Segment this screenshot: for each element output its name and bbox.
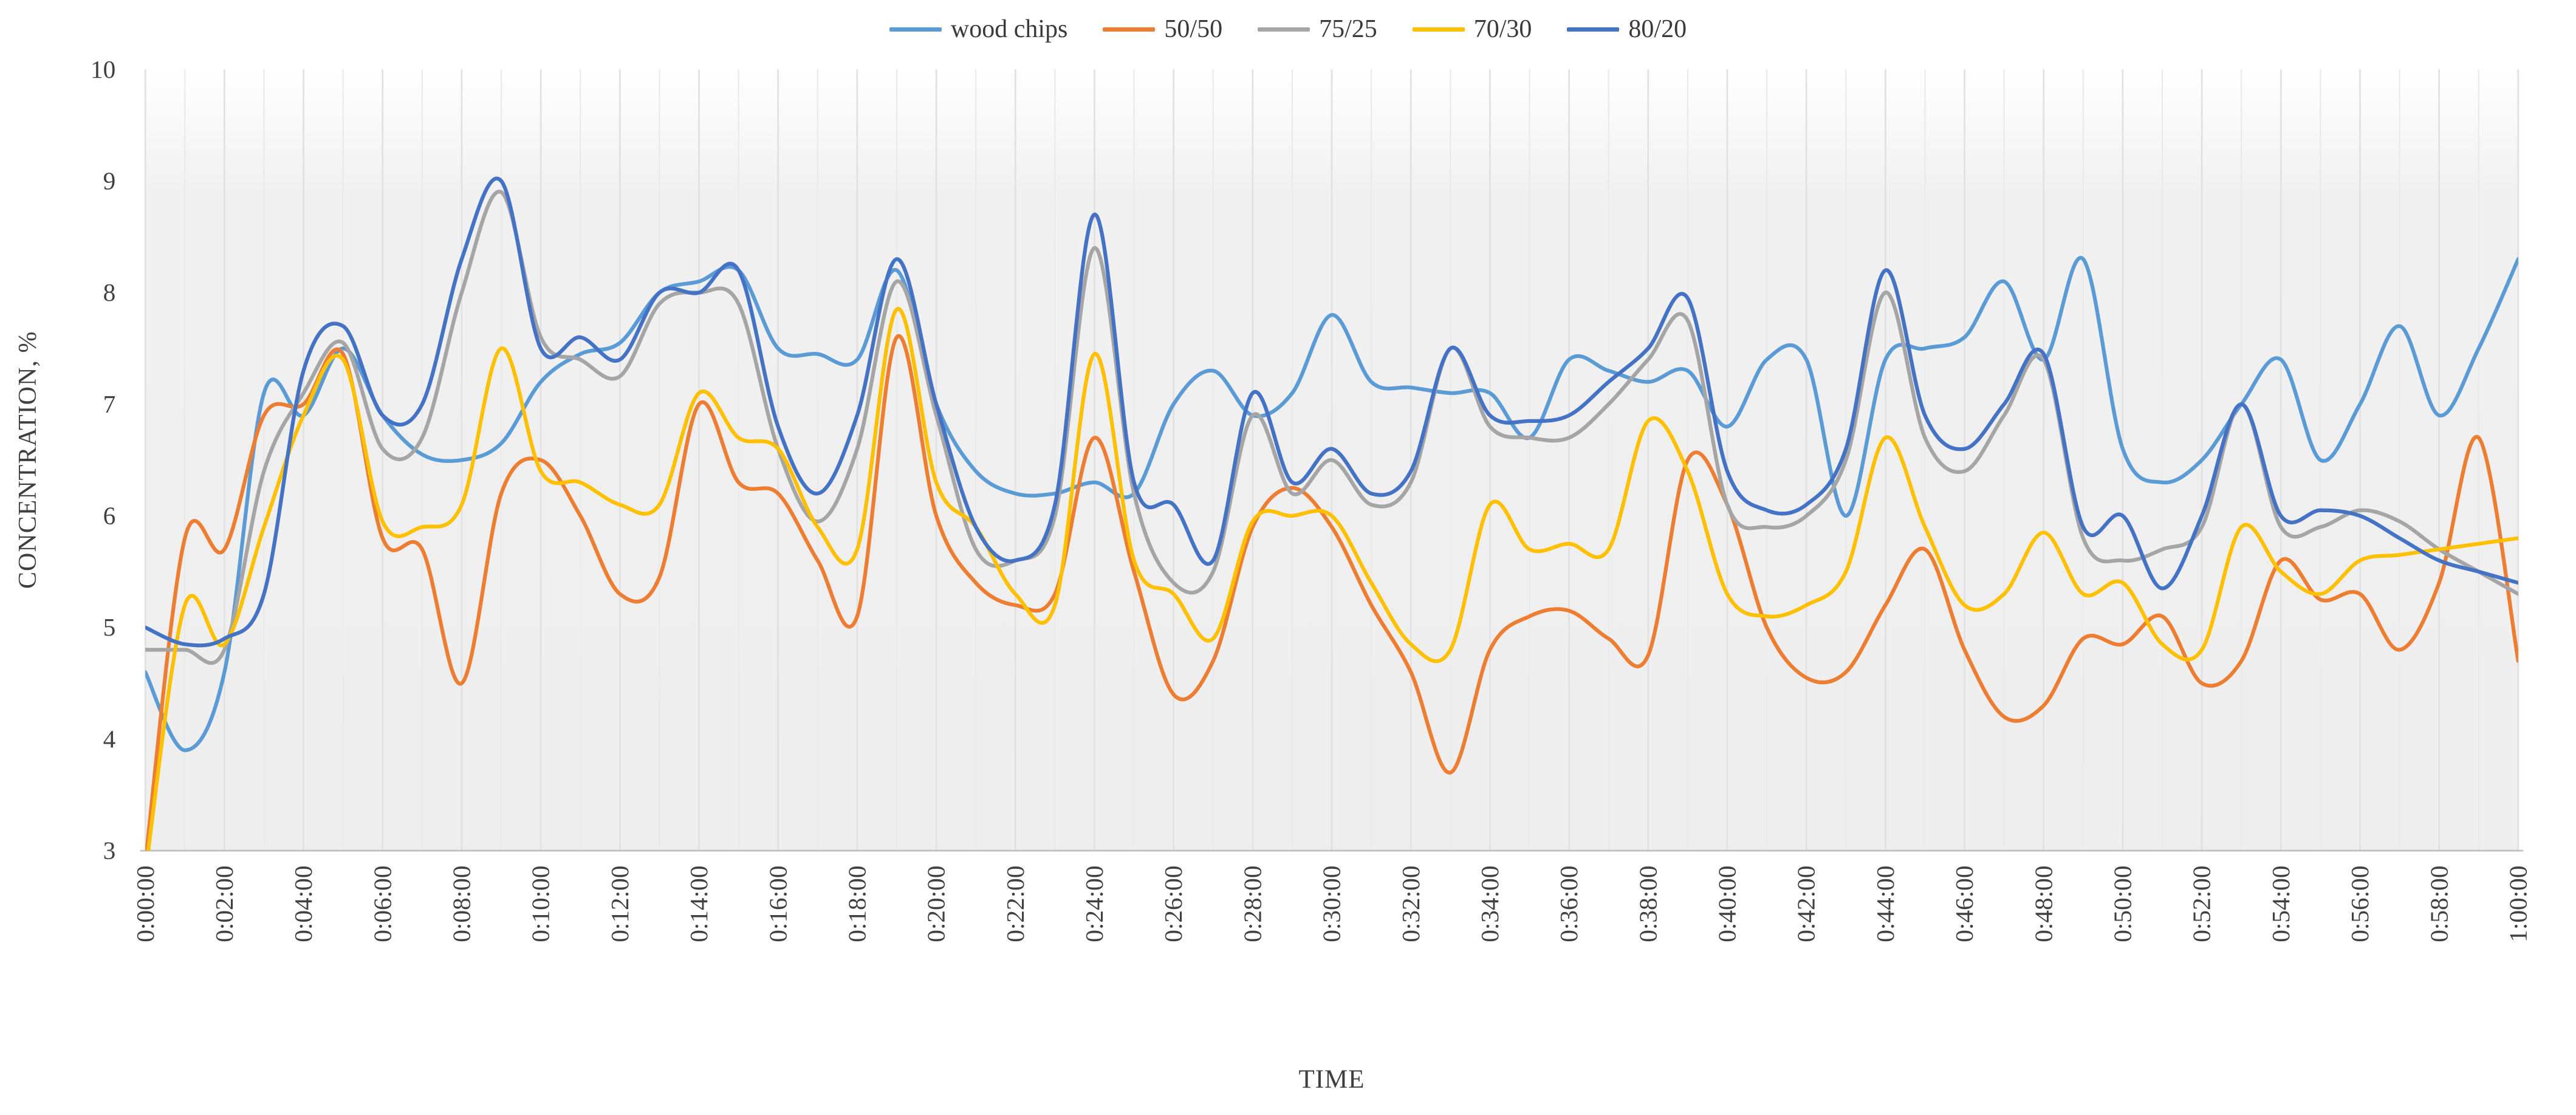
x-tick-label: 0:08:00 [448,866,476,942]
x-tick-label: 0:46:00 [1950,866,1978,942]
series-line-80-20 [145,176,2518,648]
x-tick-label: 0:22:00 [1001,866,1029,942]
x-tick-label: 0:00:00 [131,866,159,942]
x-tick-label: 0:40:00 [1713,866,1741,942]
series-lines [145,176,2518,851]
x-tick-label: 0:14:00 [685,866,713,942]
x-tick-label: 0:20:00 [922,866,950,942]
series-line-wood-chips [145,256,2518,752]
x-tick-label: 0:38:00 [1634,866,1662,942]
series-line-50-50 [145,334,2518,851]
x-tick-label: 0:52:00 [2188,866,2216,942]
y-tick-label: 9 [103,166,116,194]
x-tick-label: 0:18:00 [843,866,871,942]
x-tick-label: 0:04:00 [289,866,317,942]
y-tick-label: 6 [103,502,116,530]
x-tick-labels: 0:00:00 0:02:00 0:04:00 0:06:00 0:08:00 0:10:… [131,866,2532,942]
y-tick-label: 10 [91,55,115,83]
x-tick-label: 0:32:00 [1397,866,1425,942]
x-tick-label: 0:44:00 [1871,866,1899,942]
y-tick-label: 3 [103,837,116,865]
x-tick-label: 0:16:00 [764,866,792,942]
x-tick-label: 0:50:00 [2109,866,2137,942]
x-tick-label: 0:58:00 [2425,866,2453,942]
x-axis-title: TIME [1298,1065,1365,1094]
x-tick-label: 0:10:00 [527,866,555,942]
x-tick-label: 0:28:00 [1238,866,1266,942]
x-tick-label: 1:00:00 [2504,866,2532,942]
y-tick-label: 4 [103,725,116,753]
x-tick-label: 0:30:00 [1318,866,1346,942]
y-axis-title: CONCENTRATION, % [14,331,42,589]
y-tick-label: 5 [103,613,116,641]
x-tick-label: 0:12:00 [606,866,634,942]
x-tick-label: 0:54:00 [2267,866,2295,942]
y-tick-label: 8 [103,278,116,306]
x-tick-label: 0:26:00 [1159,866,1187,942]
x-tick-label: 0:34:00 [1476,866,1504,942]
y-tick-label: 7 [103,390,116,418]
x-tick-label: 0:02:00 [210,866,238,942]
x-tick-label: 0:06:00 [368,866,396,942]
x-tick-label: 0:24:00 [1080,866,1108,942]
series-line-70-30 [146,307,2518,851]
x-tick-label: 0:56:00 [2346,866,2374,942]
x-tick-label: 0:48:00 [2029,866,2057,942]
y-tick-labels: 3 4 5 6 7 8 9 10 [91,55,115,865]
x-tick-label: 0:36:00 [1555,866,1583,942]
x-tick-label: 0:42:00 [1792,866,1820,942]
